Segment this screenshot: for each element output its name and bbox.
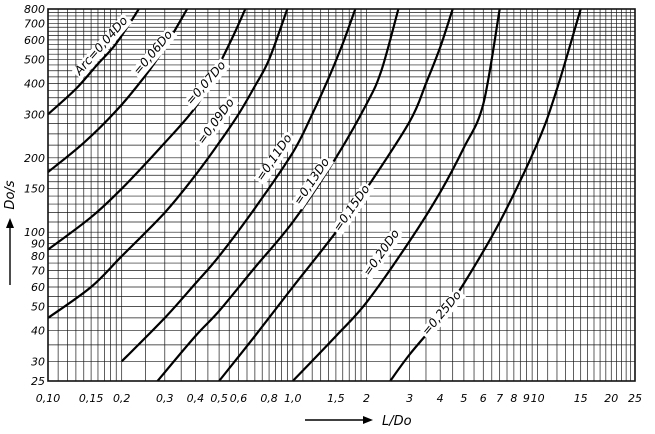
x-tick-label: 10 — [531, 392, 545, 405]
curve-label-bg — [71, 13, 133, 80]
x-tick-labels: 0,10 0,15 0,2 0,3 0,4 0,5 0,6 0,8 1,0 1,5 2 3 4 5 6 7 8 9… — [36, 392, 642, 405]
x-tick-label: 0,2 — [113, 392, 131, 405]
y-tick-label: 200 — [24, 152, 45, 165]
x-tick-label: 7 — [496, 392, 503, 405]
y-tick-label: 300 — [24, 108, 45, 121]
x-tick-label: 0,3 — [156, 392, 174, 405]
x-tick-label: 0,6 — [230, 392, 248, 405]
x-tick-label: 15 — [574, 392, 588, 405]
x-tick-label: 2 — [363, 392, 370, 405]
x-tick-label: 6 — [480, 392, 487, 405]
curve-series-5 — [156, 8, 400, 382]
curve-label: =0,09Do — [194, 96, 237, 147]
x-tick-label: 3 — [406, 392, 413, 405]
y-tick-label: 80 — [31, 250, 45, 263]
x-tick-label: 1,5 — [327, 392, 345, 405]
x-tick-label: 20 — [604, 392, 618, 405]
curve-label-bg — [253, 130, 297, 186]
curve-label-bg — [194, 95, 239, 150]
curve-label-bg — [419, 287, 467, 341]
curve-series-2 — [47, 8, 247, 251]
y-tick-label: 25 — [31, 375, 45, 388]
y-tick-label: 40 — [31, 325, 45, 338]
curve-series-3 — [47, 8, 289, 319]
curve-series-7 — [292, 8, 501, 382]
curve-label-bg — [330, 181, 375, 237]
y-tick-label: 800 — [24, 3, 45, 16]
x-tick-label: 8 — [510, 392, 517, 405]
y-tick-label: 70 — [31, 264, 45, 277]
y-tick-label: 600 — [24, 34, 45, 47]
x-axis-arrow-icon — [363, 416, 373, 424]
y-tick-label: 150 — [24, 183, 45, 196]
y-tick-label: 500 — [24, 53, 45, 66]
curve-label: =0,06Do — [130, 28, 175, 78]
y-tick-label: 400 — [24, 77, 45, 90]
x-tick-label: 9 — [523, 392, 530, 405]
x-tick-label: 5 — [460, 392, 467, 405]
x-axis-title: L/Do — [305, 414, 412, 429]
curve-series-4 — [120, 8, 357, 363]
x-tick-label: 0,5 — [210, 392, 228, 405]
plot-frame — [47, 8, 636, 382]
x-tick-label: 4 — [437, 392, 444, 405]
y-tick-label: 700 — [24, 17, 45, 30]
x-tick-label: 0,8 — [260, 392, 278, 405]
x-tick-label: 25 — [628, 392, 642, 405]
x-tick-label: 0,10 — [36, 392, 61, 405]
x-axis-label: L/Do — [382, 414, 412, 429]
x-tick-label: 1,0 — [284, 392, 302, 405]
curve-series-8 — [389, 8, 582, 382]
y-axis-title: Do/s — [3, 180, 18, 285]
curve-label-bg — [360, 226, 405, 281]
y-tick-label: 50 — [31, 301, 45, 314]
y-axis-label: Do/s — [3, 180, 18, 209]
curves — [47, 8, 582, 382]
curve-label-bg — [183, 57, 231, 110]
x-tick-label: 0,15 — [79, 392, 104, 405]
y-tick-label: 100 — [24, 226, 45, 239]
y-axis-arrow-icon — [6, 218, 14, 228]
curve-series-0 — [47, 8, 140, 116]
y-tick-label: 60 — [31, 281, 45, 294]
curve-label-bg — [130, 27, 178, 80]
y-tick-label: 30 — [31, 355, 45, 368]
curve-label-bg — [291, 154, 335, 210]
x-tick-label: 0,4 — [187, 392, 205, 405]
y-tick-label: 90 — [31, 238, 45, 251]
